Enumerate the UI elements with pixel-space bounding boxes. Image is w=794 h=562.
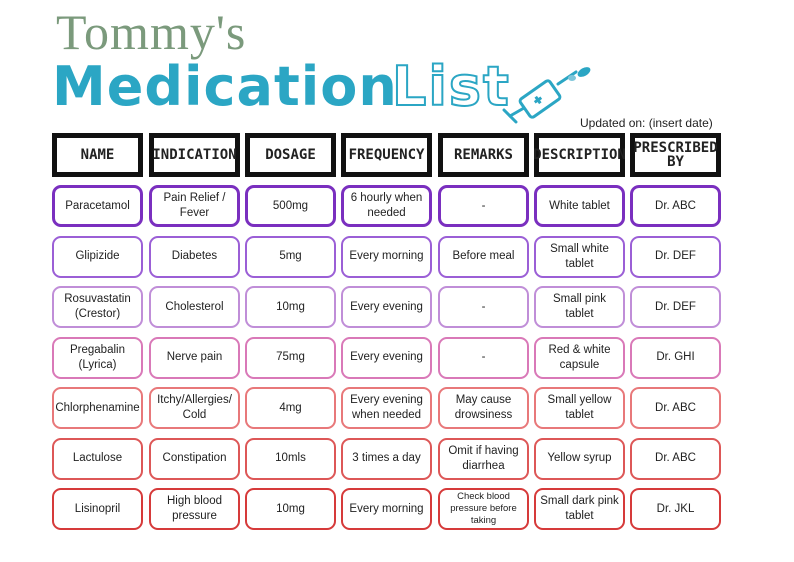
table-cell: Glipizide	[52, 235, 143, 278]
table-cell: Small yellow tablet	[534, 387, 625, 429]
table-cell: Small pink tablet	[534, 286, 625, 328]
table-cell: 10mg	[245, 286, 336, 328]
title-owner: Tommy's	[56, 4, 247, 60]
table-cell: Small white tablet	[534, 235, 625, 278]
table-cell: Dr. ABC	[630, 387, 721, 429]
table-cell: Pregabalin (Lyrica)	[52, 336, 143, 379]
table-cell: Dr. JKL	[630, 488, 721, 530]
table-cell: 4mg	[245, 387, 336, 429]
table-cell: High blood pressure	[149, 488, 240, 530]
column-header: PRESCRIBED BY	[630, 133, 721, 177]
table-cell: 500mg	[245, 185, 336, 227]
table-cell: -	[438, 336, 529, 379]
table-cell: Yellow syrup	[534, 437, 625, 480]
table-cell: Lactulose	[52, 437, 143, 480]
table-cell: 10mls	[245, 437, 336, 480]
table-cell: 5mg	[245, 235, 336, 278]
table-cell: Omit if having diarrhea	[438, 437, 529, 480]
table-cell: Every evening	[341, 286, 432, 328]
table-cell: Pain Relief / Fever	[149, 185, 240, 227]
title-list: List	[391, 54, 511, 119]
table-cell: Small dark pink tablet	[534, 488, 625, 530]
table-cell: Red & white capsule	[534, 336, 625, 379]
table-cell: Chlorphenamine	[52, 387, 143, 429]
table-cell: White tablet	[534, 185, 625, 227]
table-cell: Diabetes	[149, 235, 240, 278]
column-header: DESCRIPTION	[533, 133, 626, 177]
table-cell: 75mg	[245, 336, 336, 379]
table-cell: 6 hourly when needed	[341, 185, 432, 227]
table-cell: Lisinopril	[52, 488, 143, 530]
table-cell: Dr. DEF	[630, 286, 721, 328]
table-cell: Cholesterol	[149, 286, 240, 328]
table-cell: Paracetamol	[52, 185, 143, 227]
table-cell: Dr. DEF	[630, 235, 721, 278]
table-cell: Dr. ABC	[630, 437, 721, 480]
syringe-icon	[502, 67, 591, 124]
column-header: NAME	[52, 133, 143, 177]
table-cell: Every morning	[341, 488, 432, 530]
table-cell: Every evening when needed	[341, 387, 432, 429]
table-cell: -	[438, 185, 529, 227]
table-cell: Before meal	[438, 235, 529, 278]
table-cell: Every evening	[341, 336, 432, 379]
column-header: REMARKS	[438, 133, 529, 177]
column-header: DOSAGE	[245, 133, 336, 177]
table-cell: Rosuvastatin (Crestor)	[52, 286, 143, 328]
column-header: FREQUENCY	[341, 133, 432, 177]
table-cell: Dr. GHI	[630, 336, 721, 379]
table-cell: 3 times a day	[341, 437, 432, 480]
updated-date: Updated on: (insert date)	[580, 116, 713, 130]
table-cell: May cause drowsiness	[438, 387, 529, 429]
column-header: INDICATION	[149, 133, 240, 177]
table-cell: 10mg	[245, 488, 336, 530]
table-cell: Constipation	[149, 437, 240, 480]
table-cell: Nerve pain	[149, 336, 240, 379]
table-cell: -	[438, 286, 529, 328]
title-medication: Medication	[52, 55, 398, 118]
table-cell: Itchy/Allergies/ Cold	[149, 387, 240, 429]
table-cell: Every morning	[341, 235, 432, 278]
table-cell: Check blood pressure before taking	[438, 488, 529, 530]
table-cell: Dr. ABC	[630, 185, 721, 227]
